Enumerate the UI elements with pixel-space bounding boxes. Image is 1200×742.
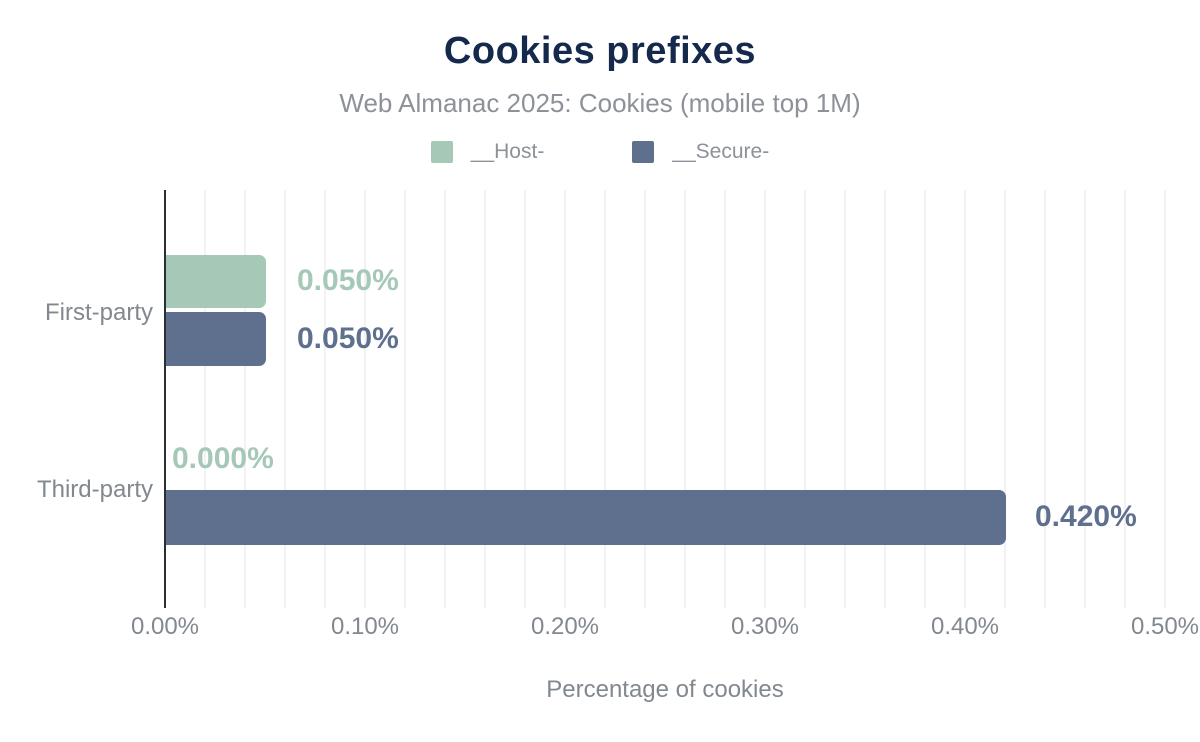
legend-item-host[interactable]: __Host- xyxy=(430,140,545,164)
gridline xyxy=(964,190,966,608)
legend-label-secure: __Secure- xyxy=(672,140,770,163)
gridline xyxy=(644,190,646,608)
gridline xyxy=(284,190,286,608)
plot-area xyxy=(165,190,1166,608)
bar-third-party-secure xyxy=(166,490,1006,545)
gridline xyxy=(604,190,606,608)
legend-swatch-host-icon xyxy=(430,141,453,163)
data-label-third-party-secure: 0.420% xyxy=(1035,500,1137,533)
y-tick-label-third-party: Third-party xyxy=(36,476,153,503)
gridline xyxy=(204,190,206,608)
gridline xyxy=(724,190,726,608)
y-axis-line xyxy=(164,190,166,608)
chart-subtitle: Web Almanac 2025: Cookies (mobile top 1M… xyxy=(339,88,861,118)
x-tick-label-2: 0.20% xyxy=(530,613,600,640)
bar-first-party-secure xyxy=(166,312,266,366)
gridline xyxy=(324,190,326,608)
chart-title: Cookies prefixes xyxy=(443,30,757,72)
gridline xyxy=(1004,190,1006,608)
legend-swatch-secure-icon xyxy=(632,141,655,163)
gridline xyxy=(524,190,526,608)
x-tick-label-0: 0.00% xyxy=(130,613,200,640)
bar-first-party-host xyxy=(166,255,266,308)
gridline xyxy=(1044,190,1046,608)
gridline xyxy=(1124,190,1126,608)
gridline xyxy=(884,190,886,608)
gridline xyxy=(1084,190,1086,608)
x-tick-label-1: 0.10% xyxy=(330,613,400,640)
gridline xyxy=(484,190,486,608)
data-label-third-party-host: 0.000% xyxy=(172,442,274,475)
gridline xyxy=(684,190,686,608)
legend-item-secure[interactable]: __Secure- xyxy=(632,140,769,164)
gridline xyxy=(764,190,766,608)
x-tick-label-4: 0.40% xyxy=(930,613,1000,640)
legend-label-host: __Host- xyxy=(470,140,545,163)
gridline xyxy=(404,190,406,608)
x-tick-label-3: 0.30% xyxy=(730,613,800,640)
gridline xyxy=(1164,190,1166,608)
gridline xyxy=(244,190,246,608)
data-label-first-party-secure: 0.050% xyxy=(297,322,399,355)
gridline xyxy=(844,190,846,608)
gridline xyxy=(564,190,566,608)
gridline xyxy=(364,190,366,608)
x-tick-label-5: 0.50% xyxy=(1130,613,1200,640)
y-tick-label-first-party: First-party xyxy=(45,299,153,326)
x-axis-title: Percentage of cookies xyxy=(546,676,784,703)
gridline xyxy=(804,190,806,608)
gridline xyxy=(924,190,926,608)
data-label-first-party-host: 0.050% xyxy=(297,264,399,297)
legend: __Host- __Secure- xyxy=(0,140,1200,164)
gridline xyxy=(444,190,446,608)
